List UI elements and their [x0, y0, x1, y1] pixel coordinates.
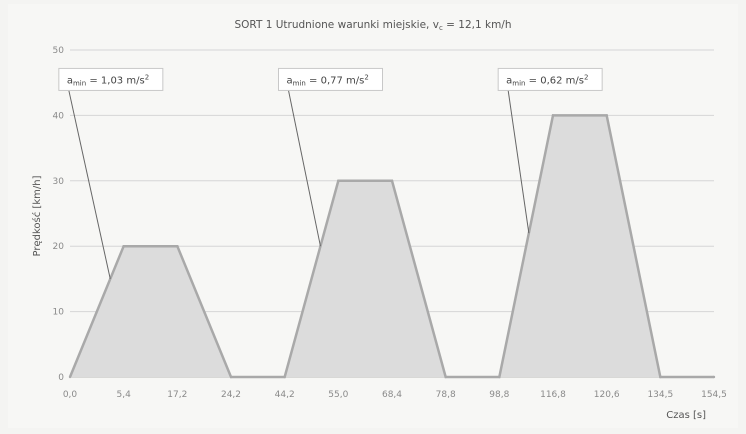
annotation-layer: amin = 1,03 m/s2 amin = 0,77 m/s2 amin = 0… — [58, 67, 603, 280]
annotation-superscript: 2 — [145, 73, 149, 81]
x-tick-label: 44,2 — [275, 390, 295, 400]
data-point — [551, 114, 555, 117]
data-point — [605, 114, 608, 117]
chart-title-prefix: SORT 1 Utrudnione warunki miejskie, v — [234, 19, 438, 31]
data-point — [283, 375, 286, 379]
annotation-prefix: a — [506, 75, 512, 86]
x-tick-label: 134,5 — [647, 390, 673, 400]
y-axis-title: Prędkość [km/h] — [31, 175, 43, 256]
data-point — [498, 375, 501, 379]
data-point — [659, 375, 662, 379]
annotation-value: = 0,62 m/s — [526, 75, 585, 86]
annotation-box — [58, 67, 164, 91]
annotation-leader — [288, 90, 321, 247]
y-tick-label: 40 — [53, 111, 65, 121]
x-tick-label: 98,8 — [489, 390, 509, 400]
area-layer — [68, 114, 716, 379]
data-point — [444, 375, 447, 379]
chart-title: SORT 1 Utrudnione warunki miejskie, vc =… — [234, 19, 511, 32]
annotation-subscript: min — [293, 79, 306, 87]
annotation-label: amin = 1,03 m/s2 — [67, 73, 149, 87]
annotation-box — [497, 67, 603, 91]
x-tick-label: 68,4 — [382, 390, 402, 400]
x-axis-title: Czas [s] — [666, 410, 706, 421]
x-tick-label: 55,0 — [328, 390, 348, 400]
y-tick-label: 30 — [53, 177, 65, 187]
x-tick-label: 78,8 — [436, 390, 456, 400]
y-tick-label: 20 — [53, 242, 65, 252]
annotation-prefix: a — [67, 75, 73, 86]
chart-svg: SORT 1 Utrudnione warunki miejskie, vc =… — [31, 19, 727, 421]
tick-layer: 0 10 20 30 40 50 0,0 5,4 17,2 24,2 44,2 55,0 68,4 78,… — [53, 46, 727, 400]
annotation-subscript: min — [512, 79, 525, 87]
y-tick-label: 10 — [53, 308, 65, 318]
y-tick-label: 0 — [58, 373, 64, 383]
annotation-superscript: 2 — [364, 73, 368, 81]
data-point — [229, 375, 233, 379]
x-tick-label: 5,4 — [117, 390, 132, 400]
chart-title-sub: c — [439, 24, 443, 32]
annotation-label: amin = 0,77 m/s2 — [287, 73, 369, 87]
annotation-label: amin = 0,62 m/s2 — [506, 73, 588, 87]
chart-frame: SORT 1 Utrudnione warunki miejskie, vc =… — [8, 4, 738, 428]
annotation-superscript: 2 — [584, 73, 588, 81]
annotation-value: = 1,03 m/s — [86, 75, 145, 86]
annotation-subscript: min — [73, 79, 86, 87]
data-point — [122, 245, 125, 248]
data-point — [176, 245, 179, 248]
x-tick-label: 120,6 — [594, 390, 620, 400]
chart-title-suffix: = 12,1 km/h — [443, 19, 512, 31]
annotation-box — [278, 67, 383, 91]
annotation-leader — [68, 90, 111, 280]
annotation-value: = 0,77 m/s — [306, 75, 365, 86]
x-tick-label: 116,8 — [540, 390, 566, 400]
data-point — [712, 375, 716, 379]
annotation-leader — [507, 90, 530, 234]
x-tick-label: 17,2 — [167, 390, 187, 400]
data-point — [337, 179, 340, 182]
series-area — [70, 115, 714, 378]
data-point — [390, 179, 394, 182]
x-tick-label: 0,0 — [63, 390, 78, 400]
data-point — [68, 375, 72, 379]
x-tick-label: 24,2 — [221, 390, 241, 400]
y-tick-label: 50 — [53, 46, 65, 56]
x-tick-label: 154,5 — [701, 390, 727, 400]
annotation-prefix: a — [287, 75, 293, 86]
